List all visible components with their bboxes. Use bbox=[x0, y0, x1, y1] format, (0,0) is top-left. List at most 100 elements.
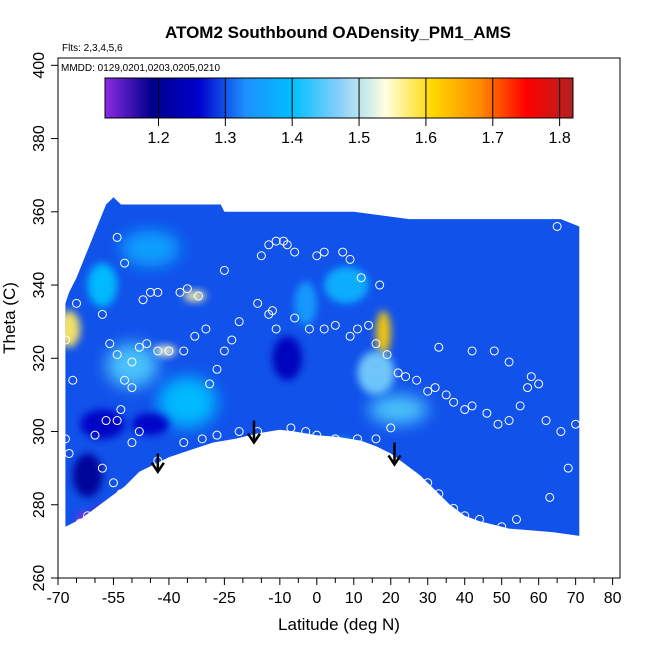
observation-point bbox=[127, 383, 137, 393]
down-arrow bbox=[246, 420, 262, 445]
observation-point bbox=[212, 430, 222, 440]
observation-point bbox=[408, 470, 418, 480]
x-tick-label: -10 bbox=[268, 590, 291, 607]
observation-point bbox=[201, 324, 211, 334]
y-tick-label: 380 bbox=[31, 125, 48, 152]
observation-point bbox=[449, 397, 459, 407]
observation-point bbox=[234, 317, 244, 327]
x-tick-label: -70 bbox=[46, 590, 69, 607]
y-tick-label: 320 bbox=[31, 345, 48, 372]
observation-point bbox=[412, 375, 422, 385]
observation-point bbox=[120, 375, 130, 385]
observation-point bbox=[134, 427, 144, 437]
observation-point bbox=[430, 383, 440, 393]
observation-point bbox=[526, 372, 536, 382]
y-tick-label: 400 bbox=[31, 52, 48, 79]
arrows-layer bbox=[150, 420, 402, 475]
field-anomaly bbox=[324, 266, 369, 304]
observation-point bbox=[375, 280, 385, 290]
colorbar-tick-label: 1.8 bbox=[549, 130, 571, 147]
field-anomaly bbox=[72, 453, 103, 498]
observation-point bbox=[179, 346, 189, 356]
x-tick-label: 60 bbox=[530, 590, 548, 607]
down-arrow bbox=[150, 453, 165, 475]
observation-point bbox=[97, 309, 107, 319]
observation-point bbox=[345, 331, 355, 341]
observation-point bbox=[556, 427, 566, 437]
colorbar-tick-label: 1.7 bbox=[482, 130, 504, 147]
observation-point bbox=[90, 430, 100, 440]
field-anomaly bbox=[368, 394, 428, 425]
observation-point bbox=[105, 339, 115, 349]
observation-point bbox=[382, 350, 392, 360]
field-background bbox=[65, 197, 580, 536]
observation-point bbox=[253, 298, 263, 308]
observation-point bbox=[290, 247, 300, 257]
observation-point bbox=[60, 335, 70, 345]
observation-point bbox=[364, 320, 374, 330]
observation-point bbox=[194, 291, 203, 301]
observation-point bbox=[330, 320, 340, 330]
colorbar-tick-label: 1.5 bbox=[348, 130, 370, 147]
x-tick-label: 30 bbox=[419, 590, 437, 607]
field-anomaly bbox=[131, 413, 169, 436]
observation-point bbox=[386, 423, 396, 433]
observation-point bbox=[393, 463, 403, 473]
x-tick-label: -55 bbox=[102, 590, 125, 607]
observation-point bbox=[467, 401, 477, 411]
observation-point bbox=[489, 346, 499, 356]
observation-point bbox=[515, 401, 525, 411]
observation-point bbox=[319, 324, 329, 334]
x-tick-label: 10 bbox=[345, 590, 363, 607]
field-anomaly bbox=[375, 310, 391, 355]
y-axis: 260 280 300 320 340 360 380 400 bbox=[31, 52, 58, 591]
observation-point bbox=[127, 357, 137, 367]
observation-point bbox=[393, 368, 403, 378]
arrow-head bbox=[246, 432, 262, 445]
observation-point bbox=[352, 324, 362, 334]
observation-point bbox=[97, 514, 107, 524]
arrow-head bbox=[387, 454, 402, 467]
observation-point bbox=[304, 324, 314, 334]
field-anomaly bbox=[120, 230, 181, 267]
field-anomaly bbox=[357, 350, 395, 395]
observation-point bbox=[64, 448, 74, 458]
observation-point bbox=[541, 416, 551, 426]
x-tick-label: 20 bbox=[382, 590, 400, 607]
field-anomaly bbox=[157, 376, 217, 428]
observation-point bbox=[449, 503, 459, 513]
observation-point bbox=[301, 427, 311, 437]
observation-point bbox=[460, 511, 470, 521]
observation-point bbox=[338, 247, 348, 257]
observation-point bbox=[504, 416, 514, 426]
observation-point bbox=[423, 478, 433, 488]
observation-point bbox=[504, 357, 514, 367]
observation-point bbox=[153, 346, 163, 356]
observation-point bbox=[60, 434, 70, 444]
observation-point bbox=[219, 346, 229, 356]
observation-point bbox=[352, 434, 362, 444]
x-tick-label: -25 bbox=[213, 590, 236, 607]
observation-point bbox=[219, 265, 229, 275]
chart-title: ATOM2 Southbound OADensity_PM1_AMS bbox=[165, 23, 511, 42]
observation-point bbox=[401, 372, 411, 382]
observation-point bbox=[523, 383, 533, 393]
observation-points bbox=[60, 221, 581, 532]
colorbar: 1.2 1.3 1.4 1.5 1.6 1.7 1.8 bbox=[104, 77, 574, 147]
observation-point bbox=[286, 423, 296, 433]
x-axis-label: Latitude (deg N) bbox=[278, 615, 400, 634]
colorbar-tick-label: 1.4 bbox=[281, 130, 303, 147]
observation-point bbox=[227, 335, 237, 345]
observation-point bbox=[168, 456, 178, 466]
x-tick-label: 80 bbox=[604, 590, 622, 607]
chart-annotation: MMDD: 0129,0201,0203,0205,0210 bbox=[61, 63, 220, 74]
observation-point bbox=[145, 287, 155, 297]
observation-point bbox=[319, 247, 329, 257]
observation-point bbox=[475, 514, 484, 524]
observation-point bbox=[534, 379, 544, 389]
density-field bbox=[65, 197, 580, 536]
observation-point bbox=[197, 434, 207, 444]
observation-point bbox=[101, 416, 111, 426]
y-tick-label: 280 bbox=[31, 491, 48, 518]
observation-point bbox=[112, 350, 122, 360]
